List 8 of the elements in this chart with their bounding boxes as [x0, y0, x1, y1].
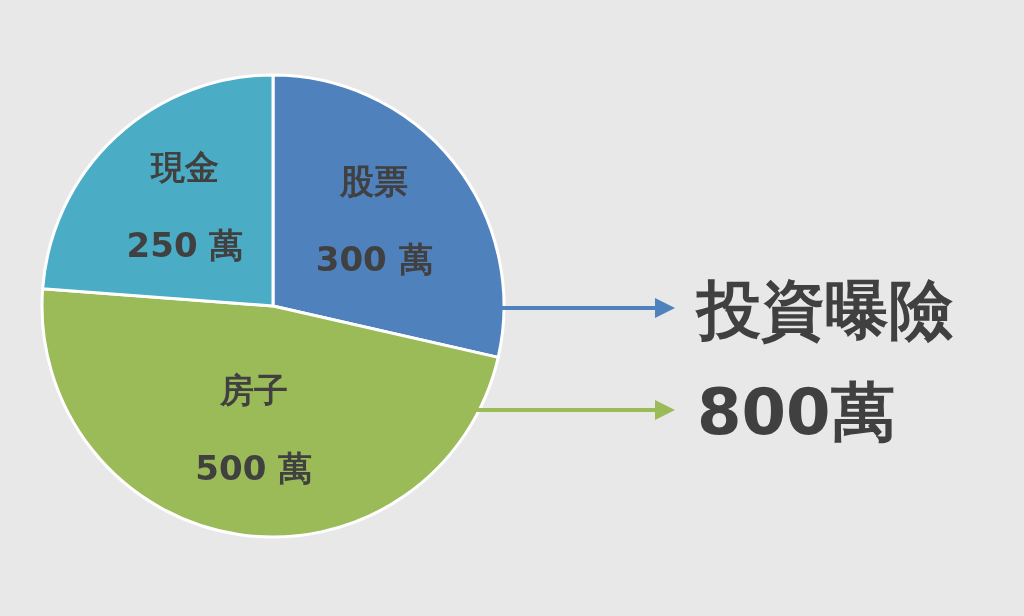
- slice-label: 股票: [339, 161, 409, 202]
- data-label: 250 萬: [126, 225, 244, 266]
- slice-label: 現金: [150, 147, 220, 188]
- text: 800萬: [697, 375, 895, 449]
- slice-label: 房子: [218, 369, 288, 410]
- data-label: 500 萬: [195, 447, 313, 488]
- text: 投資曝險: [695, 273, 953, 347]
- data-label: 300 萬: [315, 239, 433, 280]
